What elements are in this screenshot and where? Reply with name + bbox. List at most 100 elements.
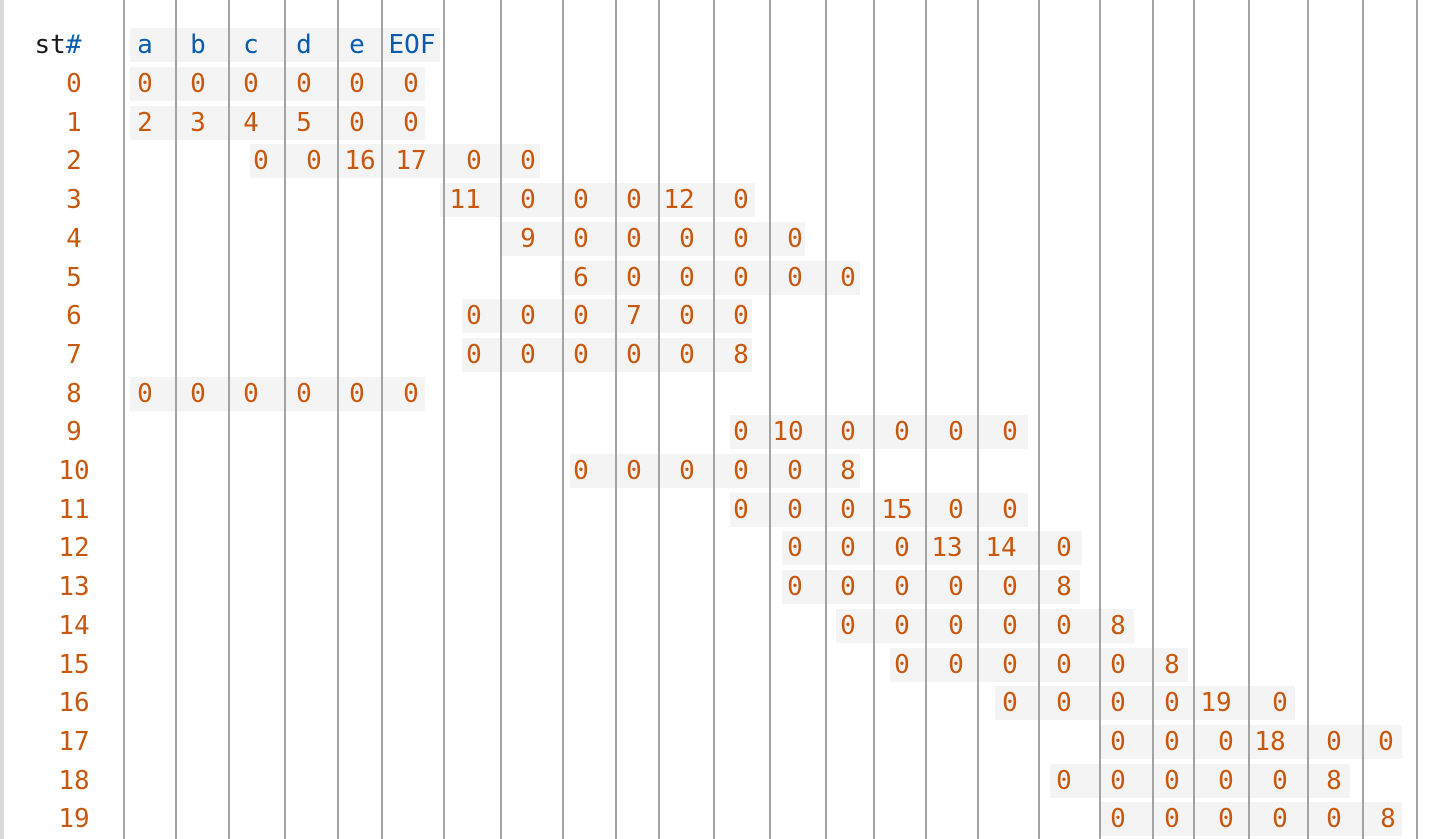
transition-cell: 0 (626, 456, 642, 486)
transition-cell: 0 (1164, 726, 1180, 757)
transition-cell: 15 (881, 494, 913, 525)
row-shade (560, 260, 860, 295)
row-state-label: 13 (58, 572, 90, 603)
state-header-hash: # (65, 30, 82, 60)
transition-cell: 0 (626, 339, 642, 370)
transition-cell: 0 (1110, 765, 1126, 796)
transition-cell: 0 (1272, 688, 1288, 719)
transition-cell: 0 (1110, 804, 1126, 835)
row-state-label: 2 (66, 146, 82, 177)
transition-cell: 5 (296, 107, 312, 138)
transition-cell: 0 (1218, 726, 1234, 757)
transition-cell: 0 (1110, 688, 1126, 719)
transition-cell: 0 (679, 223, 695, 254)
row-shade (500, 221, 805, 256)
transition-cell: 0 (840, 417, 856, 448)
transition-cell: 0 (787, 262, 803, 293)
transition-cell: 11 (449, 185, 481, 216)
transition-cell: 4 (243, 107, 259, 138)
row-state-label: 1 (66, 107, 82, 138)
row-shade (130, 105, 425, 140)
transition-cell: 0 (1272, 765, 1288, 796)
transition-cell: 0 (1164, 688, 1180, 719)
transition-cell: 0 (296, 378, 312, 409)
row-state-label: 0 (66, 69, 82, 99)
row-state-label: 18 (58, 765, 90, 796)
row-state-label: 15 (58, 649, 90, 680)
transition-cell: 0 (733, 456, 749, 486)
transition-cell: 0 (349, 378, 365, 409)
transition-cell: 0 (626, 262, 642, 293)
row-shade (462, 337, 752, 372)
column-divider (925, 0, 927, 839)
row-state-label: 10 (58, 456, 90, 486)
row-state-label: 3 (66, 185, 82, 216)
column-divider (825, 0, 827, 839)
transition-cell: 0 (466, 146, 482, 177)
transition-cell: 0 (137, 378, 153, 409)
column-header-eof: EOF (388, 30, 436, 60)
transition-cell: 0 (626, 185, 642, 216)
column-divider (1193, 0, 1195, 839)
row-shade (782, 570, 1080, 605)
transition-cell: 0 (1378, 726, 1394, 757)
row-shade (836, 608, 1134, 643)
row-shade (570, 454, 860, 488)
row-state-label: 14 (58, 610, 90, 641)
row-state-label: 11 (58, 494, 90, 525)
transition-cell: 9 (520, 223, 536, 254)
row-shade (1100, 802, 1402, 837)
transition-cell: 0 (948, 610, 964, 641)
transition-cell: 0 (253, 146, 269, 177)
transition-cell: 0 (1164, 765, 1180, 796)
transition-cell: 0 (1326, 804, 1342, 835)
row-state-label: 4 (66, 223, 82, 254)
row-shade (995, 686, 1295, 721)
transition-cell: 0 (1002, 649, 1018, 680)
transition-cell: 0 (243, 378, 259, 409)
transition-cell: 0 (349, 107, 365, 138)
state-header-label: st (34, 30, 66, 60)
transition-cell: 0 (466, 301, 482, 332)
transition-cell: 0 (894, 417, 910, 448)
transition-cell: 18 (1254, 726, 1286, 757)
transition-cell: 0 (948, 649, 964, 680)
transition-cell: 0 (787, 494, 803, 525)
transition-cell: 0 (1002, 688, 1018, 719)
row-state-label: 7 (66, 339, 82, 370)
transition-cell: 0 (894, 572, 910, 603)
column-divider (769, 0, 771, 839)
column-divider (1099, 0, 1101, 839)
left-gutter (0, 0, 4, 839)
transition-cell: 0 (306, 146, 322, 177)
column-header-d: d (296, 30, 312, 60)
transition-cell: 0 (894, 649, 910, 680)
transition-cell: 0 (840, 572, 856, 603)
transition-cell: 8 (1380, 804, 1396, 835)
transition-cell: 0 (1002, 494, 1018, 525)
transition-cell: 0 (190, 378, 206, 409)
transition-cell: 0 (520, 146, 536, 177)
transition-cell: 0 (137, 69, 153, 99)
transition-cell: 0 (679, 339, 695, 370)
transition-cell: 0 (1002, 610, 1018, 641)
transition-cell: 0 (190, 69, 206, 99)
transition-cell: 0 (733, 417, 749, 448)
column-divider (873, 0, 875, 839)
transition-cell: 0 (733, 185, 749, 216)
transition-cell: 0 (403, 378, 419, 409)
transition-cell: 0 (840, 262, 856, 293)
column-divider (284, 0, 286, 839)
transition-cell: 0 (894, 610, 910, 641)
transition-cell: 13 (931, 533, 963, 564)
row-state-label: 16 (58, 688, 90, 719)
transition-cell: 0 (1164, 804, 1180, 835)
transition-cell: 0 (1002, 417, 1018, 448)
row-shade (1100, 724, 1402, 759)
column-divider (228, 0, 230, 839)
row-shade (130, 67, 425, 101)
transition-cell: 0 (679, 262, 695, 293)
transition-cell: 0 (296, 69, 312, 99)
transition-cell: 0 (403, 107, 419, 138)
